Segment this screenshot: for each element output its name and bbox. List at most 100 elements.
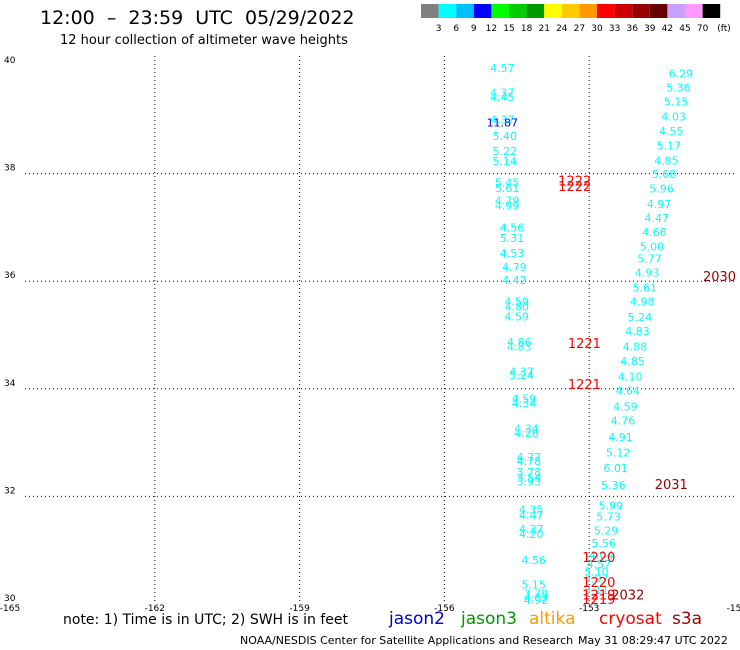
legend-tick-label: 15 [503, 24, 514, 34]
wave-height-label: 6.29 [669, 67, 694, 80]
footer-timestamp: May 31 08:29:47 UTC 2022 [578, 634, 728, 647]
wave-height-label: 5.10 [584, 565, 609, 578]
legend-tick-label: 39 [644, 24, 656, 34]
sat-altika-label: altika [529, 609, 576, 629]
sat-jason3-label: jason3 [461, 609, 517, 629]
legend-swatch [614, 4, 633, 18]
wave-height-label: 6.01 [603, 462, 628, 475]
wave-height-label: 4.77 [517, 451, 542, 464]
wave-height-label: 4.26 [514, 427, 539, 440]
wave-height-label: 4.59 [613, 400, 638, 413]
page-subtitle: 12 hour collection of altimeter wave hei… [60, 33, 348, 48]
legend-tick-label: 6 [453, 24, 459, 34]
track-time-label: 1220 [582, 576, 615, 591]
wave-height-label: 4.37 [509, 365, 534, 378]
wave-height-label: 5.15 [664, 95, 689, 108]
y-tick-label: 38 [4, 164, 16, 174]
wave-height-label: 5.73 [596, 511, 621, 524]
wave-height-label: 4.83 [625, 325, 650, 338]
sat-cryosat-label: cryosat [599, 609, 662, 629]
track-time-label: 1219 [582, 593, 615, 608]
wave-height-label: 4.85 [654, 154, 679, 167]
y-tick-label: 36 [4, 271, 16, 281]
wave-height-label: 3.78 [517, 466, 542, 479]
wave-height-label: 4.53 [500, 247, 525, 260]
legend-tick-label: 12 [486, 24, 497, 34]
x-tick-label: -156 [434, 604, 455, 614]
legend-tick-label: 18 [521, 24, 533, 34]
legend-swatch [544, 4, 562, 18]
wave-height-label: 5.22 [492, 145, 517, 158]
wave-height-label: 4.47 [645, 212, 670, 225]
wave-height-label: 5.56 [591, 537, 616, 550]
x-tick-label: -153 [579, 604, 599, 614]
track-time-label: 1221 [568, 337, 601, 352]
track-time-label: 2032 [611, 589, 644, 604]
wave-height-label: 4.56 [500, 222, 525, 235]
y-tick-label: 32 [4, 486, 15, 496]
wave-height-label: 4.37 [490, 114, 515, 127]
track-time-label: 1219 [582, 589, 615, 604]
wave-height-label: 5.15 [521, 578, 546, 591]
wave-height-label: 4.91 [608, 431, 633, 444]
wave-height-label: 4.57 [490, 62, 515, 75]
wave-height-label: 4.76 [611, 414, 636, 427]
legend-swatch [649, 4, 668, 18]
wave-height-label: 5.14 [492, 155, 517, 168]
sat-s3a-label: s3a [672, 609, 703, 629]
wave-height-label: 5.29 [594, 525, 619, 538]
wave-height-label: 4.79 [495, 194, 520, 207]
legend-tick-label: 45 [679, 24, 690, 34]
wave-height-label: 4.66 [642, 226, 667, 239]
legend-swatch [421, 4, 439, 18]
wave-height-label: 5.45 [495, 177, 520, 190]
wave-height-label: 5.24 [628, 311, 653, 324]
wave-height-label: 4.02 [524, 591, 549, 604]
wave-height-label: 4.78 [517, 455, 542, 468]
track-time-label: 2031 [655, 478, 688, 493]
wave-height-label: 4.93 [635, 266, 660, 279]
legend-tick-label: 42 [662, 24, 673, 34]
wave-height-label: 4.97 [647, 198, 672, 211]
wave-height-label: 3.79 [524, 588, 549, 601]
legend-tick-label: 24 [556, 24, 568, 34]
wave-height-label: 4.03 [661, 110, 686, 123]
wave-height-label: 5.61 [495, 182, 520, 195]
wave-height-label: 4.37 [490, 87, 515, 100]
legend-swatch [491, 4, 509, 18]
legend-swatch [667, 4, 685, 18]
wave-height-label: 4.98 [630, 295, 655, 308]
wave-height-label: 4.20 [519, 528, 544, 541]
x-tick-label: -162 [145, 604, 165, 614]
legend-swatch [685, 4, 703, 18]
wave-height-label: 4.57 [587, 558, 612, 571]
track-time-label: 1220 [582, 551, 615, 566]
legend-tick-label: 30 [591, 24, 603, 34]
wave-height-label: 4.34 [512, 397, 537, 410]
sat-jason2-label: jason2 [389, 609, 445, 629]
wave-height-label: 5.12 [606, 447, 631, 460]
wave-height-label: 4.64 [616, 385, 641, 398]
wave-height-label: 4.10 [618, 371, 643, 384]
wave-height-label: 5.00 [640, 241, 665, 254]
legend-swatch [597, 4, 615, 18]
legend-swatch [632, 4, 650, 18]
page-title: 12:00 – 23:59 UTC 05/29/2022 [40, 7, 355, 29]
wave-height-label: 3.11 [584, 584, 609, 597]
legend-tick-label: 27 [574, 24, 585, 34]
wave-height-label: 4.55 [659, 125, 684, 138]
y-tick-label: 40 [4, 56, 16, 66]
wave-height-label: 3.93 [517, 476, 542, 489]
wave-height-label: 4.86 [507, 336, 532, 349]
color-scale-legend: 3 6 9 12 15 18 21 24 27 30 33 36 39 42 45 70 (ft) [421, 4, 731, 34]
wave-height-label: 5.40 [492, 130, 517, 143]
legend-unit-label: (ft) [717, 24, 731, 34]
y-tick-label: 34 [4, 379, 16, 389]
wave-height-label: 5.61 [632, 281, 657, 294]
legend-swatch [473, 4, 492, 18]
wave-height-label: 4.34 [514, 422, 539, 435]
legend-swatch [526, 4, 545, 18]
wave-height-label: 5.17 [657, 139, 682, 152]
footer-credit: NOAA/NESDIS Center for Satellite Applica… [240, 634, 574, 647]
wave-height-label: 5.99 [599, 499, 624, 512]
